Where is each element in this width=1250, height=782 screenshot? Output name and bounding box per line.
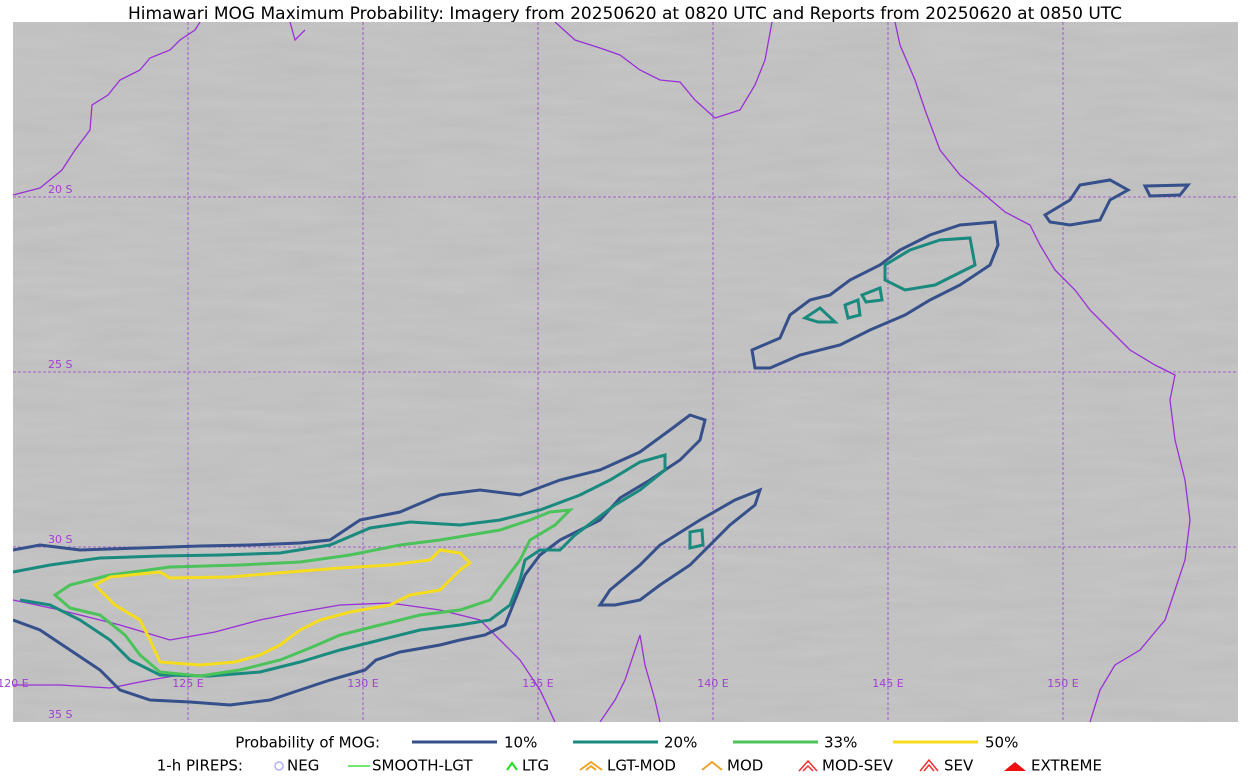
title: Himawari MOG Maximum Probability: Imager… xyxy=(128,4,1122,24)
legend-label: EXTREME xyxy=(1031,757,1102,775)
map xyxy=(13,22,1238,722)
legend-label: 33% xyxy=(824,734,857,752)
legend-label: LGT-MOD xyxy=(607,757,676,775)
latitude-label: 25 S xyxy=(48,358,72,371)
ltg-icon xyxy=(506,761,518,771)
longitude-label: 120 E xyxy=(0,677,29,690)
mog-contours xyxy=(13,178,1192,707)
mod-icon xyxy=(701,760,723,771)
longitude-label: 135 E xyxy=(522,677,553,690)
latitude-labels: 20 S 25 S 30 S 35 S xyxy=(48,183,72,721)
legend-label: LTG xyxy=(522,757,549,775)
probability-legend: Probability of MOG: 10% 20% 33% 50% xyxy=(235,734,1018,752)
legend-label: 50% xyxy=(985,734,1018,752)
longitude-label: 140 E xyxy=(697,677,728,690)
mod-sev-icon xyxy=(798,759,818,772)
longitude-label: 130 E xyxy=(347,677,378,690)
legend-label: MOD-SEV xyxy=(822,757,894,775)
extreme-icon xyxy=(1004,762,1026,771)
sev-icon xyxy=(919,758,939,772)
legend-label: 10% xyxy=(504,734,537,752)
lgt-mod-icon xyxy=(579,760,603,771)
longitude-label: 150 E xyxy=(1047,677,1078,690)
latitude-label: 35 S xyxy=(48,708,72,721)
longitude-label: 125 E xyxy=(172,677,203,690)
latitude-label: 30 S xyxy=(48,533,72,546)
coastlines xyxy=(13,22,1191,722)
legend-title: 1-h PIREPS: xyxy=(157,757,243,775)
latitude-label: 20 S xyxy=(48,183,72,196)
legend-label: 20% xyxy=(664,734,697,752)
neg-icon xyxy=(274,761,284,771)
legend-label: SEV xyxy=(944,757,974,775)
legend-title: Probability of MOG: xyxy=(235,734,380,752)
pirep-legend: 1-h PIREPS: NEG SMOOTH-LGT LTG LGT-MOD M… xyxy=(157,757,1102,775)
legend-label: MOD xyxy=(727,757,763,775)
legend-label: SMOOTH-LGT xyxy=(372,757,473,775)
legend-label: NEG xyxy=(287,757,319,775)
longitude-label: 145 E xyxy=(872,677,903,690)
longitude-labels: 120 E 125 E 130 E 135 E 140 E 145 E 150 … xyxy=(0,677,1079,690)
graticule xyxy=(13,22,1238,722)
